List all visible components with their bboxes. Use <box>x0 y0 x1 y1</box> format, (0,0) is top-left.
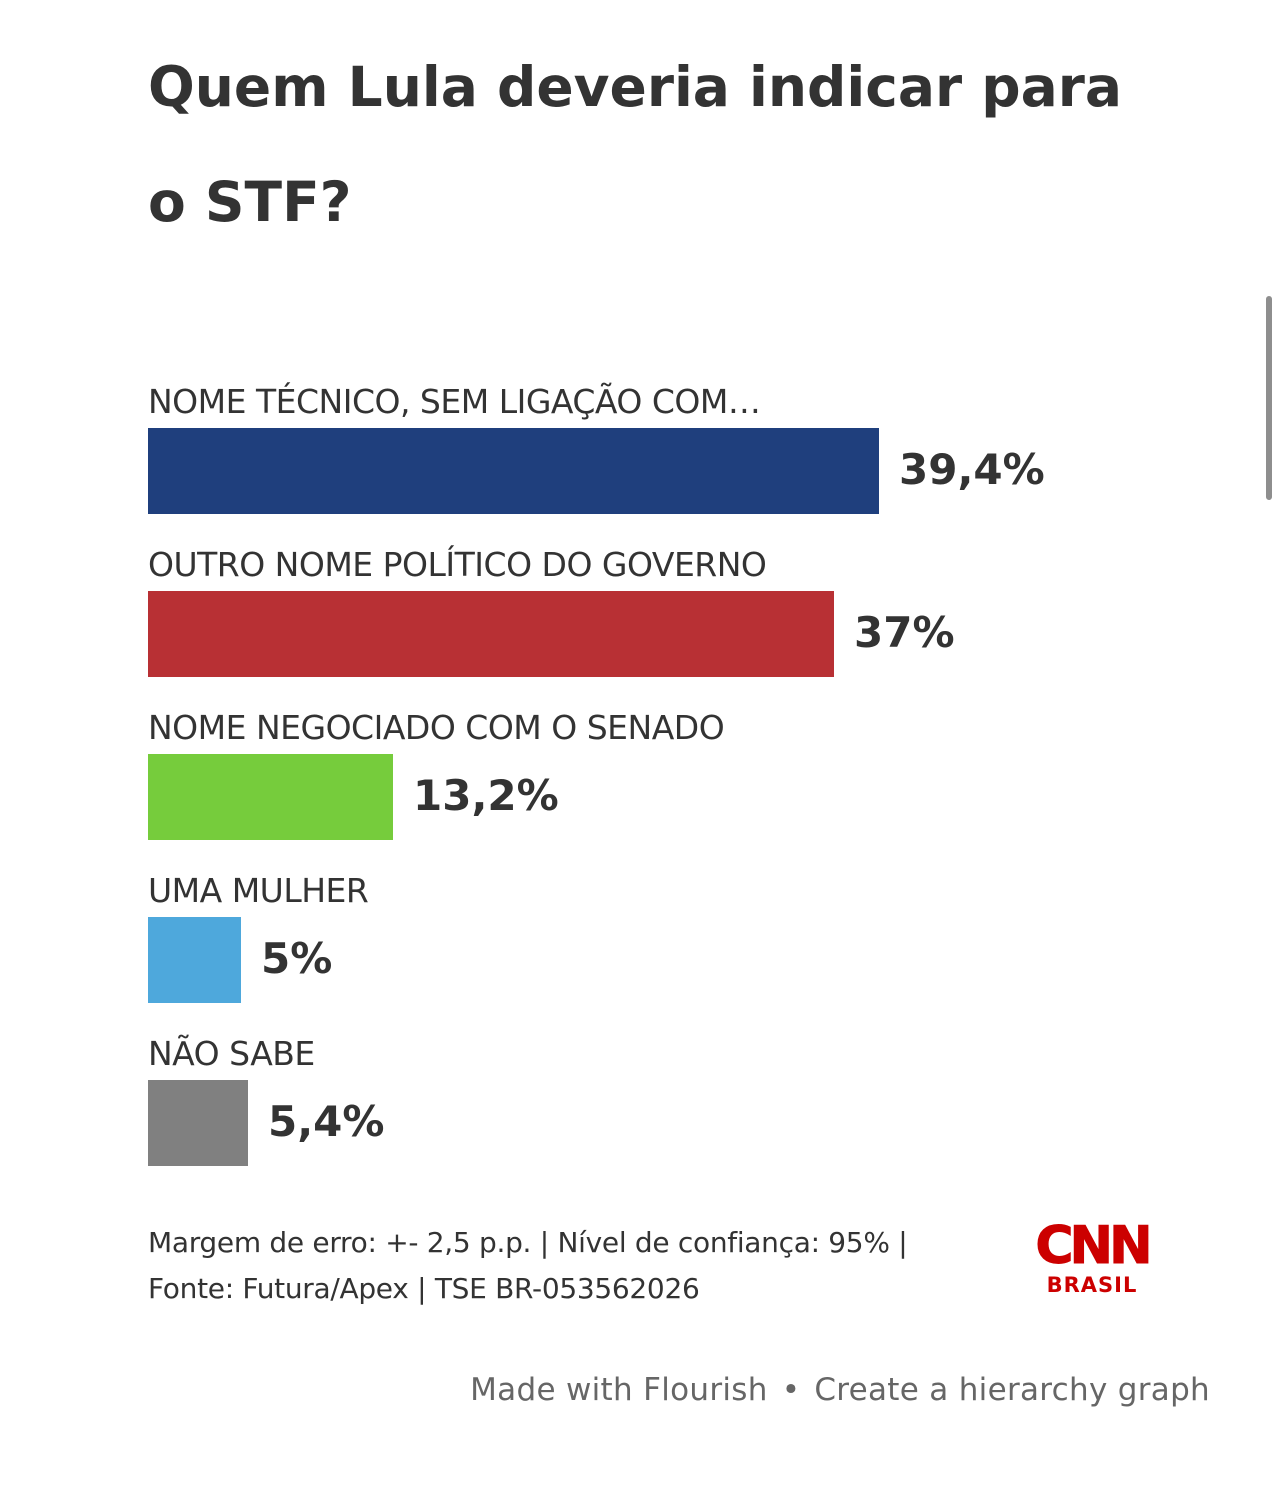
bar-row: NOME TÉCNICO, SEM LIGAÇÃO COM… 39,4% <box>148 370 1148 533</box>
bar-row: NOME NEGOCIADO COM O SENADO 13,2% <box>148 696 1148 859</box>
bar-category-label: OUTRO NOME POLÍTICO DO GOVERNO <box>148 545 767 584</box>
cnn-logo-wordmark: CNN <box>1035 1216 1153 1276</box>
cnn-brasil-logo: CNN BRASIL <box>1030 1218 1154 1302</box>
cnn-logo-subtitle: BRASIL <box>1046 1273 1138 1297</box>
bar-category-label: NOME TÉCNICO, SEM LIGAÇÃO COM… <box>148 382 761 421</box>
bar-value-label: 39,4% <box>899 445 1045 494</box>
bar-category-label: NÃO SABE <box>148 1034 315 1073</box>
bar-row: OUTRO NOME POLÍTICO DO GOVERNO 37% <box>148 533 1148 696</box>
chart-title: Quem Lula deveria indicar para o STF? <box>148 55 1122 234</box>
footnote-line-1: Margem de erro: +- 2,5 p.p. | Nível de c… <box>148 1226 908 1259</box>
bar-row: UMA MULHER 5% <box>148 859 1148 1022</box>
made-with-flourish-link[interactable]: Made with Flourish <box>470 1372 768 1408</box>
bar[interactable] <box>148 591 834 677</box>
bar[interactable] <box>148 428 879 514</box>
create-hierarchy-graph-link[interactable]: Create a hierarchy graph <box>814 1372 1210 1408</box>
chart-footnote: Margem de erro: +- 2,5 p.p. | Nível de c… <box>148 1220 948 1312</box>
bar[interactable] <box>148 754 393 840</box>
bar-category-label: UMA MULHER <box>148 871 369 910</box>
attribution-separator: • <box>781 1372 801 1408</box>
bar[interactable] <box>148 917 241 1003</box>
scrollbar-thumb[interactable] <box>1266 296 1272 500</box>
bar-value-label: 5,4% <box>268 1097 385 1146</box>
bar-value-label: 13,2% <box>413 771 559 820</box>
bar-value-label: 37% <box>854 608 955 657</box>
bar-category-label: NOME NEGOCIADO COM O SENADO <box>148 708 725 747</box>
footnote-line-2: Fonte: Futura/Apex | TSE BR-053562026 <box>148 1272 700 1305</box>
bar-chart: NOME TÉCNICO, SEM LIGAÇÃO COM… 39,4% OUTRO… <box>0 370 1284 1190</box>
flourish-attribution: Made with Flourish • Create a hierarchy gr… <box>470 1372 1210 1408</box>
bar[interactable] <box>148 1080 248 1166</box>
bar-value-label: 5% <box>261 934 333 983</box>
bar-row: NÃO SABE 5,4% <box>148 1022 1148 1185</box>
